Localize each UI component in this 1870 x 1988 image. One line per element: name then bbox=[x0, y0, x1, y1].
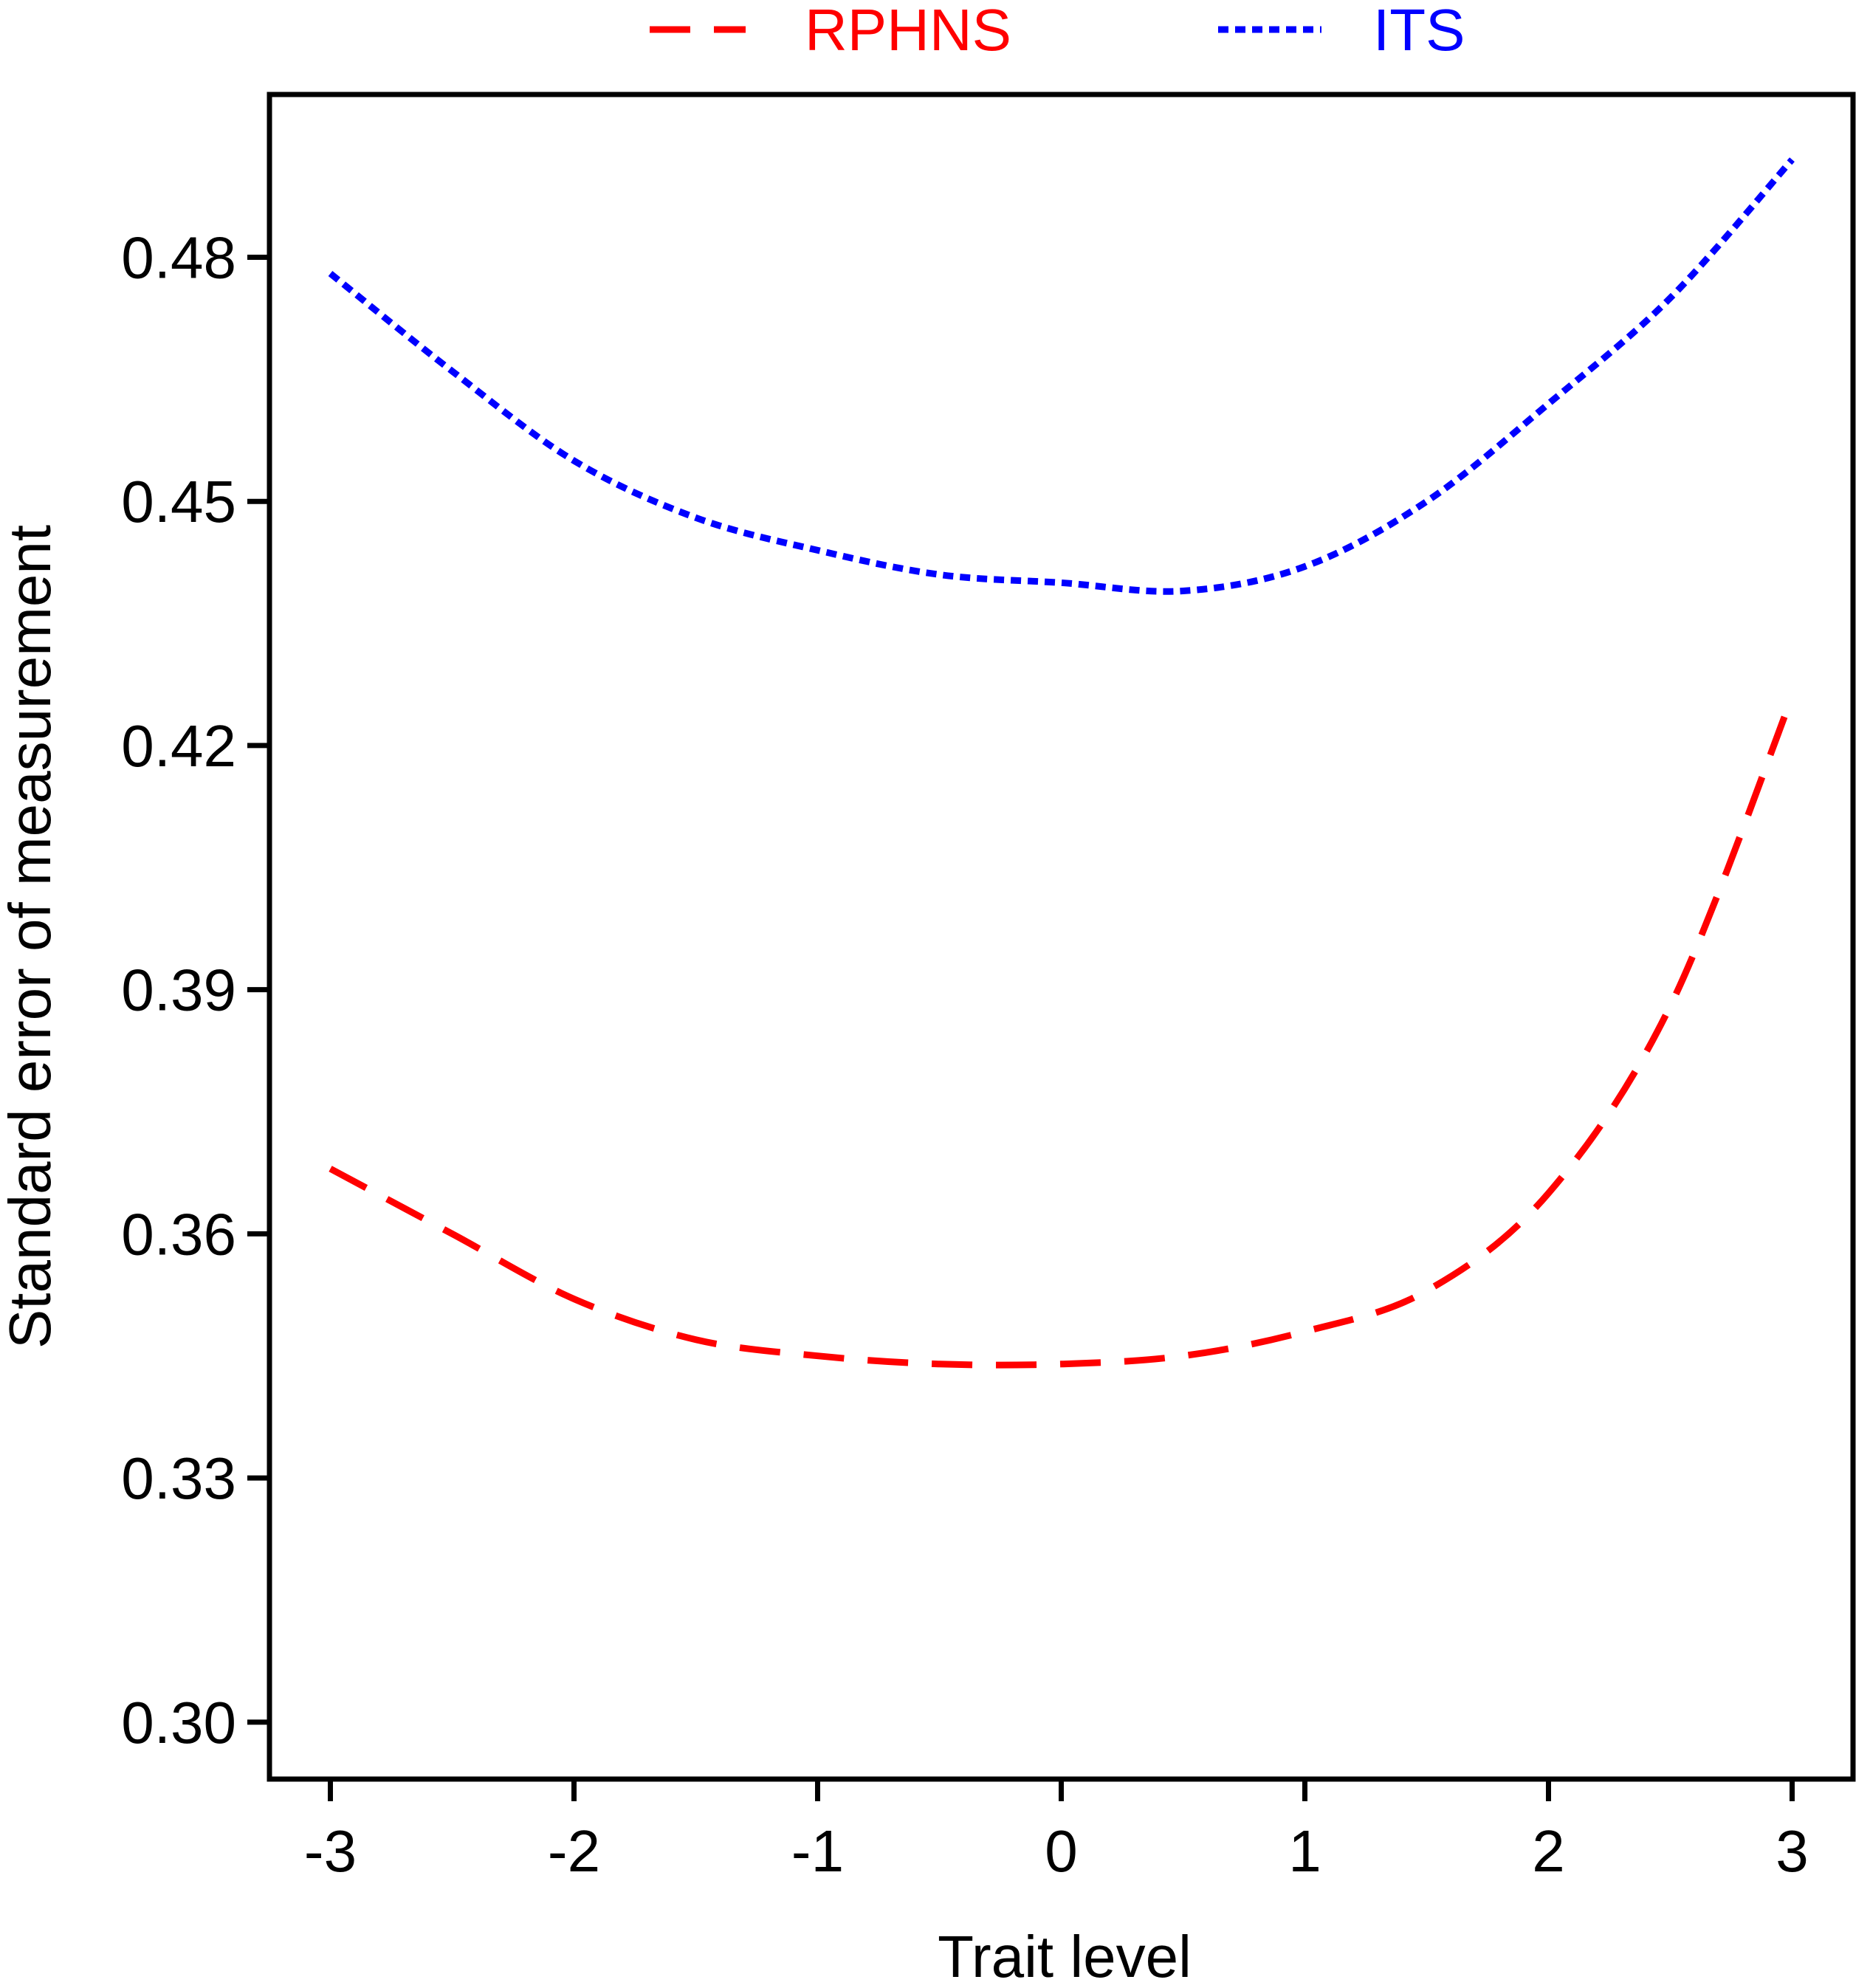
x-tick-label: -2 bbox=[548, 1818, 600, 1884]
series-layer bbox=[328, 157, 1795, 1369]
x-tick-label: -1 bbox=[791, 1818, 844, 1884]
legend-label-rphns: RPHNS bbox=[805, 0, 1011, 63]
y-tick-label: 0.45 bbox=[121, 469, 236, 534]
y-tick-label: 0.39 bbox=[121, 957, 236, 1023]
legend-label-its: ITS bbox=[1373, 0, 1465, 63]
series-line-its bbox=[328, 157, 1795, 595]
x-tick-label: 1 bbox=[1288, 1818, 1321, 1884]
x-tick-label: -3 bbox=[304, 1818, 357, 1884]
x-tick-label: 2 bbox=[1532, 1818, 1565, 1884]
y-tick-label: 0.48 bbox=[121, 224, 236, 290]
y-axis: 0.30 0.33 0.36 0.39 0.42 0.45 0.48 bbox=[121, 224, 269, 1755]
y-tick-label: 0.36 bbox=[121, 1201, 236, 1267]
y-tick-label: 0.42 bbox=[121, 713, 236, 779]
x-tick-label: 0 bbox=[1045, 1818, 1078, 1884]
legend: RPHNS ITS bbox=[650, 0, 1465, 63]
x-axis: -3 -2 -1 0 1 2 3 bbox=[304, 1779, 1809, 1884]
y-tick-label: 0.30 bbox=[121, 1690, 236, 1755]
x-tick-label: 3 bbox=[1776, 1818, 1809, 1884]
y-tick-label: 0.33 bbox=[121, 1445, 236, 1511]
x-axis-title: Trait level bbox=[938, 1924, 1192, 1988]
series-line-rphns bbox=[329, 695, 1795, 1369]
y-axis-title: Standard error of measurement bbox=[0, 525, 63, 1349]
